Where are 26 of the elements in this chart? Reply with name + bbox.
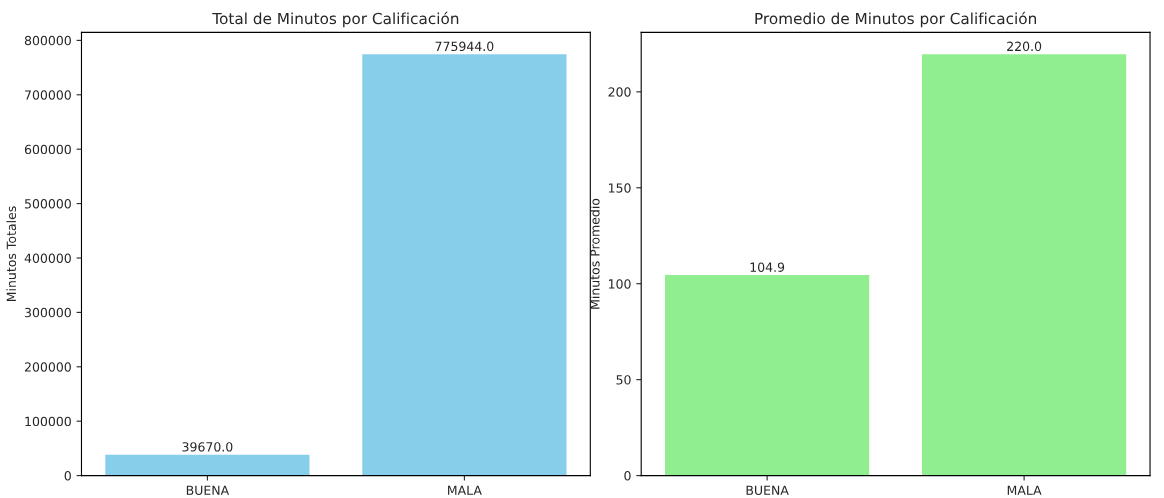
y-tick-label: 700000 (25, 90, 71, 100)
y-tick-label: 300000 (24, 307, 71, 318)
y-axis-title: Minutos Totales (6, 206, 17, 302)
data-label: 104.9 (750, 262, 785, 272)
y-axis-title: Minutos Promedio (589, 198, 600, 309)
y-tick-label: 100000 (25, 416, 71, 427)
y-tick-label: 100 (608, 279, 631, 289)
y-tick-label: 200000 (24, 362, 71, 372)
y-tick-label: 0 (624, 471, 631, 481)
chart-title: Total de Minutos por Calificación (212, 11, 459, 28)
x-tick-label: MALA (1007, 485, 1042, 495)
y-tick-label: 800000 (24, 35, 71, 46)
data-label: 220.0 (1007, 41, 1042, 52)
chart-title: Promedio de Minutos por Calificación (755, 11, 1036, 28)
y-tick-label: 500000 (25, 199, 71, 209)
data-label: 39670.0 (182, 442, 233, 452)
y-tick-label: 400000 (24, 253, 71, 263)
y-tick-label: 600000 (24, 144, 71, 155)
y-tick-label: 200 (608, 87, 631, 97)
y-tick-label: 50 (616, 375, 631, 385)
y-tick-label: 150 (608, 183, 631, 193)
x-tick-label: BUENA (746, 485, 789, 495)
x-tick-label: BUENA (186, 485, 230, 495)
y-tick-label: 0 (64, 471, 71, 481)
x-tick-label: MALA (448, 485, 482, 495)
data-label: 775944.0 (435, 41, 494, 52)
